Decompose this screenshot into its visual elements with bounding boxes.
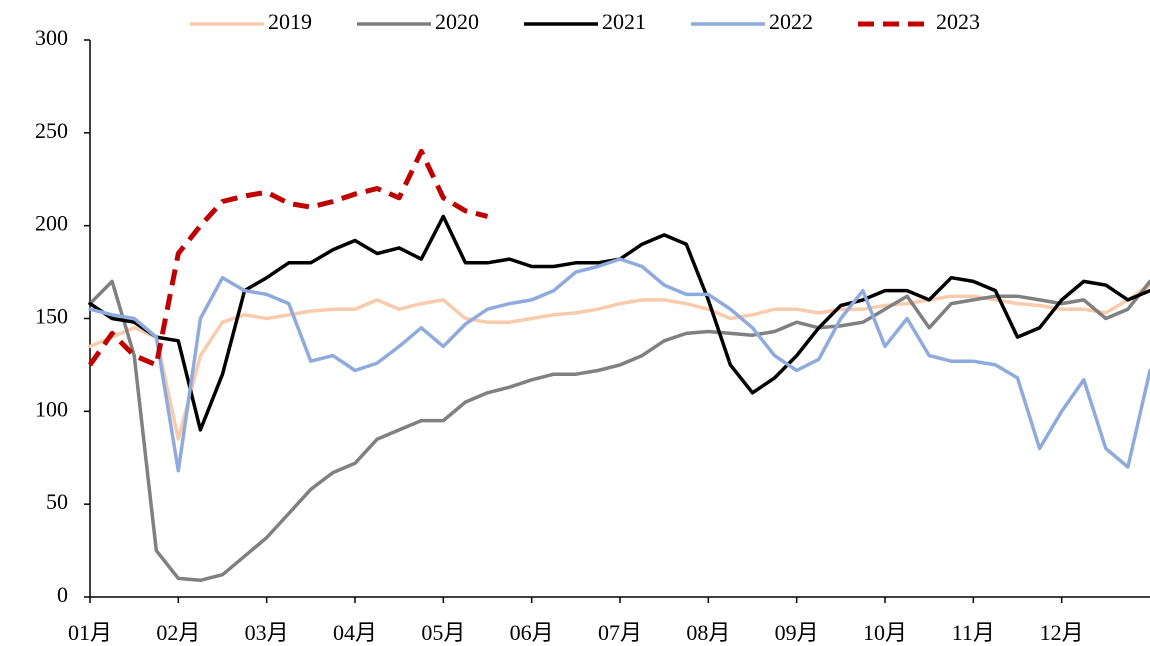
x-tick-label: 03月 (245, 620, 289, 645)
x-tick-label: 06月 (510, 620, 554, 645)
legend-label: 2019 (268, 9, 312, 34)
y-tick-label: 100 (35, 396, 68, 421)
series-line (88, 214, 1150, 432)
x-tick-label: 07月 (598, 620, 642, 645)
legend-label: 2021 (602, 9, 646, 34)
y-tick-label: 250 (35, 118, 68, 143)
series-line (87, 148, 489, 368)
x-tick-label: 09月 (775, 620, 819, 645)
legend-label: 2022 (769, 9, 813, 34)
x-tick-label: 08月 (686, 620, 730, 645)
y-tick-label: 300 (35, 25, 68, 50)
x-tick-label: 05月 (421, 620, 465, 645)
series-line (88, 279, 1150, 583)
series-line (88, 257, 1150, 473)
x-tick-label: 11月 (952, 620, 995, 645)
x-tick-label: 04月 (333, 620, 377, 645)
x-tick-label: 12月 (1040, 620, 1084, 645)
x-tick-label: 02月 (156, 620, 200, 645)
y-tick-label: 0 (57, 582, 68, 607)
y-tick-label: 200 (35, 211, 68, 236)
legend-label: 2020 (435, 9, 479, 34)
x-tick-label: 01月 (68, 620, 112, 645)
series-line (88, 283, 1150, 441)
y-tick-label: 50 (46, 489, 68, 514)
y-tick-label: 150 (35, 304, 68, 329)
legend-label: 2023 (936, 9, 980, 34)
x-tick-label: 10月 (863, 620, 907, 645)
